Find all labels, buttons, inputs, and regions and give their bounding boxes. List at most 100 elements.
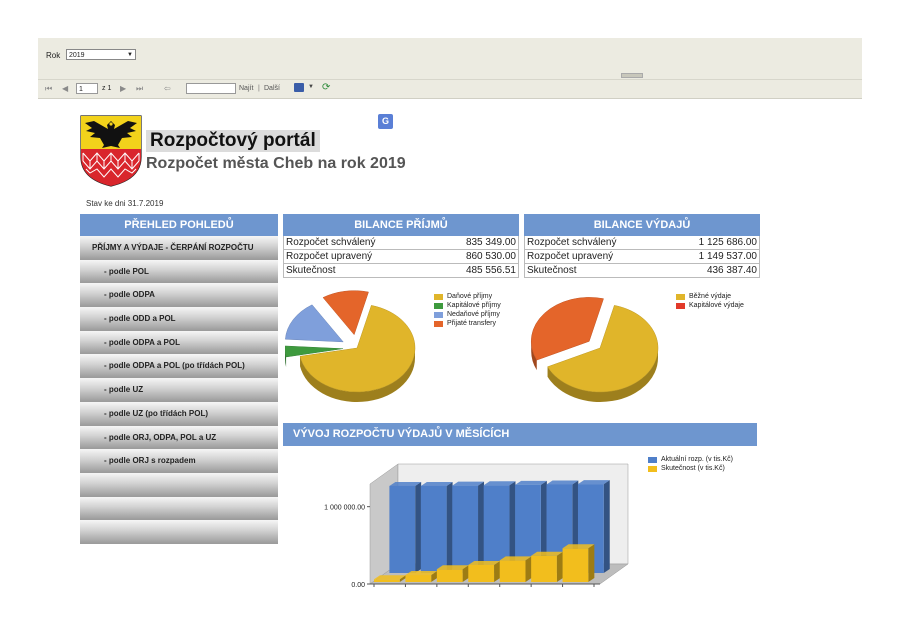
find-next-link[interactable]: Další	[264, 85, 280, 92]
row-label: Rozpočet schválený	[527, 237, 617, 248]
row-label: Skutečnost	[527, 265, 577, 276]
nav-item-pol[interactable]: - podle POL	[80, 259, 278, 284]
legend-label: Přijaté transfery	[447, 320, 497, 327]
legend-swatch	[676, 302, 685, 309]
bar-actual	[531, 555, 557, 582]
bar-actual-top	[374, 575, 406, 580]
row-label: Rozpočet upravený	[527, 251, 614, 262]
legend-label: Daňové příjmy	[447, 293, 493, 300]
nav-item-empty	[80, 520, 278, 544]
bar-actual-side	[462, 565, 469, 582]
export-dropdown-icon[interactable]: ▼	[308, 84, 314, 90]
find-link[interactable]: Najít	[239, 85, 254, 92]
table-row: Rozpočet upravený 860 530.00	[283, 250, 519, 264]
rok-select[interactable]: 2019 ▼	[66, 49, 136, 60]
bar-budget-top	[452, 481, 485, 486]
rok-label: Rok	[46, 51, 61, 60]
bar-budget-top	[420, 481, 453, 486]
refresh-icon[interactable]: ⟳	[322, 82, 331, 93]
legend-item: Kapitálové výdaje	[676, 301, 744, 310]
nav-item-orj-odpa-pol-uz[interactable]: - podle ORJ, ODPA, POL a UZ	[80, 425, 278, 450]
first-page-icon[interactable]: ⏮	[45, 84, 53, 93]
page-number-input[interactable]: 1	[76, 83, 98, 94]
monthly-bar-chart: 0.00 1 000 000.00	[324, 463, 629, 589]
nav-item-prijmy-vydaje[interactable]: PŘÍJMY A VÝDAJE - ČERPÁNÍ ROZPOČTU	[80, 236, 278, 260]
nav-item-uz-tridy[interactable]: - podle UZ (po třídách POL)	[80, 401, 278, 426]
nav-item-odpa[interactable]: - podle ODPA	[80, 283, 278, 308]
bar-actual	[562, 548, 589, 582]
nav-item-orj-rozpad[interactable]: - podle ORJ s rozpadem	[80, 449, 278, 473]
table-row: Rozpočet upravený 1 149 537.00	[524, 250, 760, 264]
next-page-icon[interactable]: ▶	[120, 84, 127, 93]
pie-slice	[530, 297, 604, 361]
pie-slice	[299, 305, 416, 393]
legend-prijmy: Daňové příjmy Kapitálové příjmy Nedaňové p…	[434, 292, 501, 328]
legend-item: Skutečnost (v tis.Kč)	[648, 464, 733, 473]
bar-budget	[420, 485, 447, 573]
report-toolbar: Rok 2019 ▼ ⏮ ◀ 1 z 1 ▶ ⏭ ⇦ Najít | Další…	[38, 38, 862, 99]
pie-slice	[547, 305, 659, 393]
row-label: Rozpočet upravený	[286, 251, 373, 262]
find-input[interactable]	[186, 83, 236, 94]
bar-actual	[405, 575, 432, 582]
bar-actual-side	[588, 544, 595, 582]
legend-swatch	[434, 320, 443, 327]
page-count: z 1	[102, 85, 112, 92]
legend-vydaje: Běžné výdaje Kapitálové výdaje	[676, 292, 744, 310]
bar-budget-top	[483, 481, 516, 486]
legend-item: Kapitálové příjmy	[434, 301, 501, 310]
row-value: 485 556.51	[465, 265, 516, 276]
legend-item: Běžné výdaje	[676, 292, 744, 301]
translate-icon[interactable]: G	[378, 114, 393, 129]
bar-budget-side	[540, 480, 547, 573]
bilance-vydaju-table: BILANCE VÝDAJŮ Rozpočet schválený 1 125 6…	[524, 214, 760, 278]
bar-actual-top	[499, 556, 532, 561]
bilance-vydaju-title: BILANCE VÝDAJŮ	[524, 214, 760, 236]
portal-subtitle: Rozpočet města Cheb na rok 2019	[146, 155, 406, 172]
bar-budget	[389, 485, 416, 573]
pie-slice	[285, 304, 344, 343]
nav-item-uz[interactable]: - podle UZ	[80, 378, 278, 402]
bar-budget-top	[546, 480, 579, 485]
legend-swatch	[648, 456, 657, 463]
export-disk-icon[interactable]	[294, 83, 304, 92]
bar-actual	[499, 560, 526, 582]
collapse-parameters-handle[interactable]	[621, 73, 643, 78]
bar-actual	[374, 579, 400, 582]
bar-budget-side	[603, 480, 610, 573]
vyvoj-chart-title: VÝVOJ ROZPOČTU VÝDAJŮ V MĚSÍCÍCH	[283, 423, 757, 446]
views-navigation-panel: PŘEHLED POHLEDŮ PŘÍJMY A VÝDAJE - ČERPÁN…	[80, 214, 278, 544]
legend-swatch	[648, 465, 657, 472]
portal-title: Rozpočtový portál	[146, 130, 320, 152]
last-page-icon[interactable]: ⏭	[136, 84, 144, 93]
table-row: Rozpočet schválený 1 125 686.00	[524, 236, 760, 250]
bar-actual-side	[556, 551, 563, 582]
row-value: 1 125 686.00	[698, 237, 757, 248]
nav-item-odpa-pol[interactable]: - podle ODPA a POL	[80, 330, 278, 355]
previous-page-icon[interactable]: ◀	[62, 84, 69, 93]
bilance-prijmu-title: BILANCE PŘÍJMŮ	[283, 214, 519, 236]
legend-item: Daňové příjmy	[434, 292, 501, 301]
legend-label: Kapitálové výdaje	[689, 302, 744, 309]
bar-actual	[436, 569, 463, 582]
pie-slice-side	[531, 341, 537, 371]
legend-monthly-chart: Aktuální rozp. (v tis.Kč) Skutečnost (v t…	[648, 455, 733, 473]
nav-item-odpa-pol-tridy[interactable]: - podle ODPA a POL (po třídách POL)	[80, 354, 278, 379]
status-date: Stav ke dni 31.7.2019	[86, 199, 164, 208]
pie-chart-vydaje	[530, 297, 659, 402]
bar-budget	[452, 485, 479, 573]
legend-swatch	[434, 302, 443, 309]
nav-item-empty	[80, 472, 278, 497]
legend-swatch	[434, 311, 443, 318]
legend-swatch	[676, 293, 685, 300]
toolbar-separator: |	[258, 85, 260, 92]
views-panel-title: PŘEHLED POHLEDŮ	[80, 214, 278, 236]
back-icon[interactable]: ⇦	[164, 84, 171, 93]
row-value: 860 530.00	[465, 251, 516, 262]
row-label: Skutečnost	[286, 265, 336, 276]
row-label: Rozpočet schválený	[286, 237, 376, 248]
nav-item-odd-pol[interactable]: - podle ODD a POL	[80, 307, 278, 331]
table-row: Rozpočet schválený 835 349.00	[283, 236, 519, 250]
bar-budget-side	[415, 481, 422, 573]
bar-actual-side	[431, 571, 438, 582]
